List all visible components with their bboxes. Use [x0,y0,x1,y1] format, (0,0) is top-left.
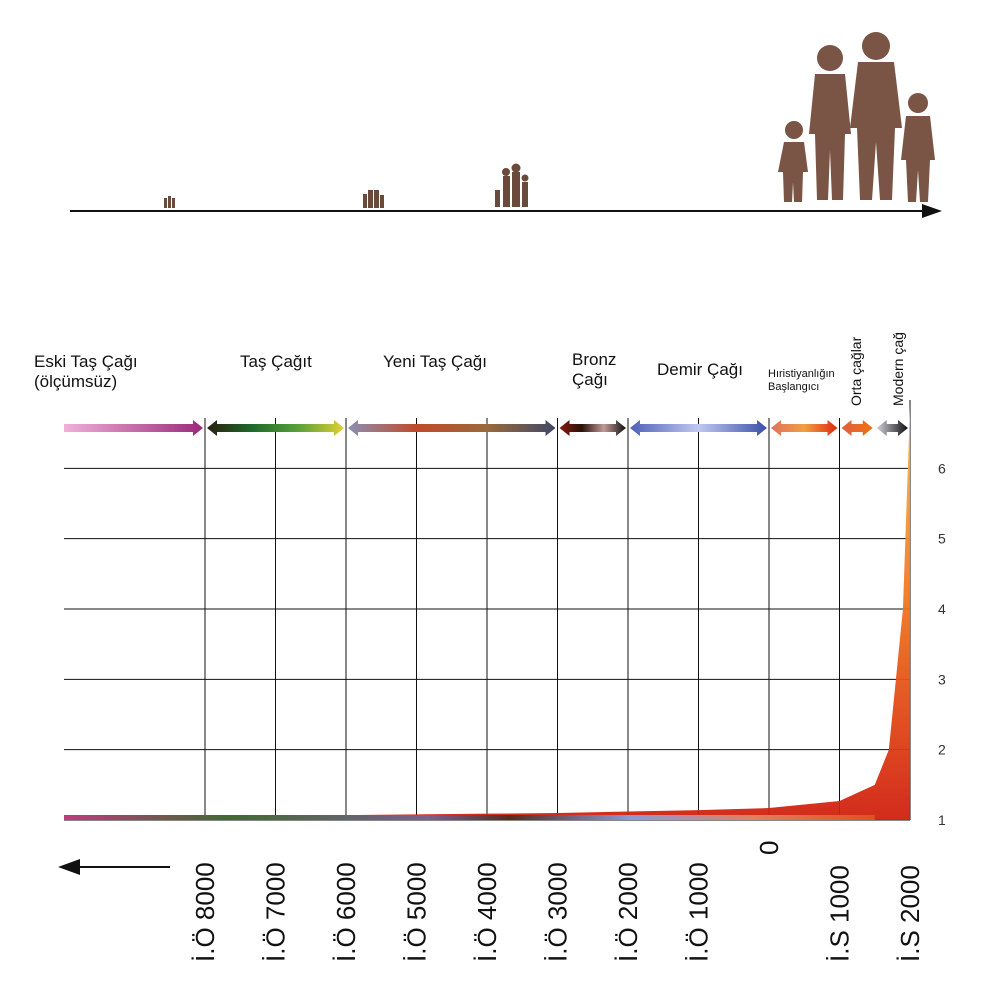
era-arrow [876,420,908,436]
x-tick-label: İ.Ö 5000 [402,862,432,962]
era-name: Yeni Taş Çağı [383,352,487,371]
figure-group-medium [495,163,529,207]
era-arrows [64,420,908,436]
y-tick-label: 2 [938,742,946,758]
y-tick-label: 5 [938,531,946,547]
x-tick-label: İ.Ö 7000 [261,862,291,962]
era-arrow [207,420,344,436]
y-ticks: 1 2 3 4 5 6 [938,460,946,828]
era-arrow [841,420,873,436]
era-label-eski-tas: Eski Taş Çağı (ölçümsüz) [34,352,138,392]
x-tick-label: İ.Ö 8000 [190,862,220,962]
era-arrow [771,420,838,436]
x-tick-label: 0 [754,841,784,855]
era-label-modern-cag: Modern çağ [890,332,906,406]
back-arrow-left [58,859,170,875]
x-tick-label: İ.Ö 2000 [613,862,643,962]
era-subtitle: Çağı [572,370,608,389]
era-name: Taş Çağıt [240,352,312,371]
y-tick-label: 6 [938,460,946,476]
grid [64,400,911,821]
human-figures-large [778,32,935,202]
era-label-yeni-tas: Yeni Taş Çağı [383,352,487,372]
era-label-tas-cagit: Taş Çağıt [240,352,312,372]
x-ticks: İ.Ö 8000 İ.Ö 7000 İ.Ö 6000 İ.Ö 5000 İ.Ö 4000… [190,841,925,962]
era-name: Eski Taş Çağı [34,352,138,371]
era-label-demir: Demir Çağı [657,360,743,380]
era-name: Demir Çağı [657,360,743,379]
x-tick-label: İ.Ö 4000 [472,862,502,962]
era-arrow [559,420,626,436]
x-tick-label: İ.S 1000 [825,865,855,962]
era-name: Hıristiyanlığın [768,368,835,380]
timeline-arrowhead [922,204,942,218]
y-tick-label: 3 [938,671,946,687]
era-subtitle: (ölçümsüz) [34,372,118,391]
y-tick-label: 1 [938,812,946,828]
y-tick-label: 4 [938,601,946,617]
x-tick-label: İ.Ö 6000 [331,862,361,962]
x-tick-label: İ.Ö 1000 [684,862,714,962]
era-subtitle: Başlangıcı [768,381,820,393]
era-arrow [348,420,556,436]
era-name: Bronz [572,350,617,369]
era-arrow [64,420,203,436]
era-label-hiristiyanlik: Hıristiyanlığın Başlangıcı [768,368,835,394]
area-layer [64,405,910,820]
era-arrow [630,420,767,436]
era-label-orta-caglar: Orta çağlar [848,336,864,406]
x-tick-label: İ.Ö 3000 [543,862,573,962]
figure-timeline [70,32,942,218]
population-band [64,815,875,820]
era-label-bronz: Bronz Çağı [572,350,616,390]
figure-group-small [363,190,384,208]
figure-group-tiny [164,196,175,208]
x-tick-label: İ.S 2000 [895,865,925,962]
